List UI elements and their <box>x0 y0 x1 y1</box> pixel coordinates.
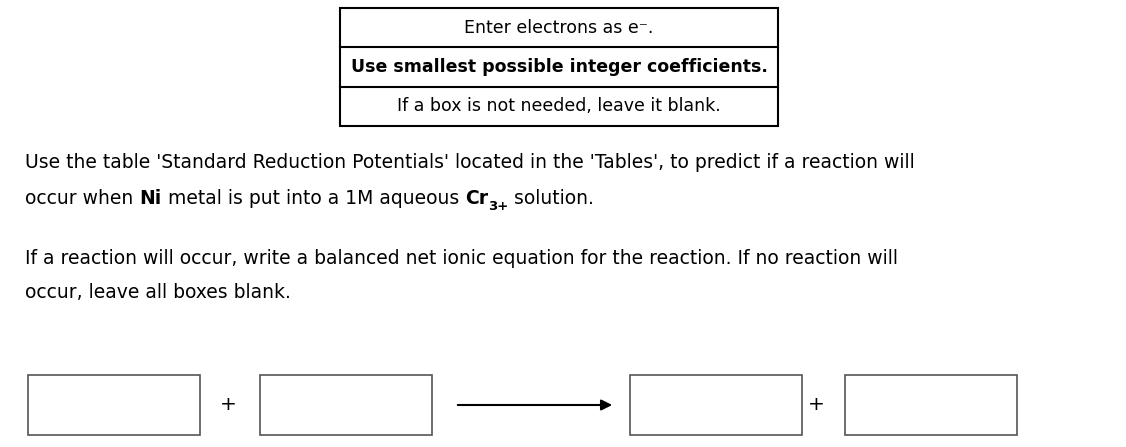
Text: +: + <box>220 396 236 414</box>
Text: Use the table 'Standard Reduction Potentials' located in the 'Tables', to predic: Use the table 'Standard Reduction Potent… <box>25 153 914 173</box>
FancyBboxPatch shape <box>631 375 802 435</box>
Text: If a reaction will occur, write a balanced net ionic equation for the reaction. : If a reaction will occur, write a balanc… <box>25 249 899 267</box>
Text: Enter electrons as e⁻.: Enter electrons as e⁻. <box>464 19 654 37</box>
Text: 3+: 3+ <box>488 199 508 212</box>
Text: metal is put into a 1M aqueous: metal is put into a 1M aqueous <box>161 189 465 207</box>
Text: If a box is not needed, leave it blank.: If a box is not needed, leave it blank. <box>397 97 721 115</box>
Text: Cr: Cr <box>465 189 488 207</box>
Text: +: + <box>807 396 824 414</box>
FancyBboxPatch shape <box>28 375 200 435</box>
Text: Ni: Ni <box>140 189 161 207</box>
Text: solution.: solution. <box>508 189 595 207</box>
FancyBboxPatch shape <box>260 375 432 435</box>
Text: occur, leave all boxes blank.: occur, leave all boxes blank. <box>25 283 291 303</box>
FancyBboxPatch shape <box>844 375 1017 435</box>
FancyBboxPatch shape <box>340 8 778 126</box>
Text: occur when: occur when <box>25 189 140 207</box>
Text: Use smallest possible integer coefficients.: Use smallest possible integer coefficien… <box>350 58 768 76</box>
